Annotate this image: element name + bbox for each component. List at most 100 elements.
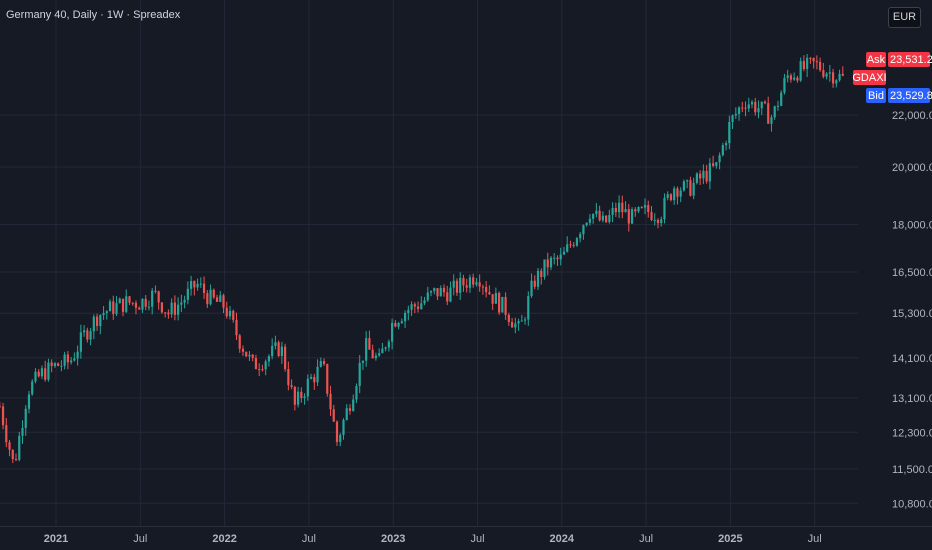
candle-body xyxy=(488,292,491,295)
candle-body xyxy=(459,277,462,293)
candle-body xyxy=(5,425,8,443)
candle-body xyxy=(381,348,384,354)
candle-body xyxy=(309,376,313,379)
candle-body xyxy=(540,270,543,277)
x-tick-label: 2024 xyxy=(550,533,575,545)
candle-body xyxy=(44,368,47,380)
y-tick-label: 12,300.0 xyxy=(892,427,932,439)
candle-body xyxy=(384,347,387,349)
candle-body xyxy=(465,285,468,288)
candle-body xyxy=(144,298,147,307)
candle-body xyxy=(835,80,838,84)
candle-body xyxy=(102,313,105,316)
candle-body xyxy=(838,73,841,81)
candle-body xyxy=(66,354,69,363)
candle-body xyxy=(472,277,475,285)
candle-body xyxy=(326,364,329,394)
candle-body xyxy=(394,322,397,327)
candle-body xyxy=(332,409,335,422)
candle-body xyxy=(92,316,95,332)
symbol-tag: GDAXI xyxy=(852,72,886,84)
candle-body xyxy=(517,321,520,324)
candle-body xyxy=(121,298,125,312)
candle-body xyxy=(199,283,202,285)
candle-body xyxy=(543,259,546,277)
candle-body xyxy=(258,369,261,371)
candle-body xyxy=(290,385,293,387)
candle-body xyxy=(254,357,258,370)
candle-body xyxy=(510,321,514,328)
candle-body xyxy=(686,180,689,182)
candle-body xyxy=(757,108,760,113)
candle-body xyxy=(595,210,598,214)
candle-body xyxy=(481,286,485,288)
candle-body xyxy=(721,145,724,156)
candle-body xyxy=(507,314,510,322)
candle-body xyxy=(815,61,818,63)
candle-body xyxy=(501,296,504,313)
candle-body xyxy=(737,107,741,114)
candle-body xyxy=(608,215,611,223)
candle-body xyxy=(70,360,73,363)
candle-body xyxy=(689,180,692,196)
candle-body xyxy=(783,77,786,93)
candle-body xyxy=(533,280,536,287)
y-tick-label: 10,800.0 xyxy=(892,498,932,510)
y-tick-label: 20,000.0 xyxy=(892,162,932,174)
candle-body xyxy=(173,302,176,315)
candle-body xyxy=(679,190,682,197)
candle-body xyxy=(436,288,439,297)
candle-body xyxy=(105,311,108,314)
candle-body xyxy=(141,298,144,310)
candle-body xyxy=(112,301,115,315)
candle-body xyxy=(828,72,831,74)
candle-body xyxy=(663,197,666,220)
candle-body xyxy=(8,442,11,450)
candle-body xyxy=(559,254,562,260)
candle-body xyxy=(802,61,805,69)
candles xyxy=(0,54,844,464)
candle-body xyxy=(763,101,767,104)
candle-body xyxy=(705,170,708,182)
candle-body xyxy=(206,293,209,305)
candle-body xyxy=(449,287,452,302)
chart-title: Germany 40, Daily · 1W · Spreadex xyxy=(6,9,181,21)
candle-body xyxy=(624,209,627,213)
candle-body xyxy=(579,234,582,239)
candle-body xyxy=(776,105,780,107)
candle-body xyxy=(423,300,426,304)
candle-body xyxy=(682,181,686,191)
candle-body xyxy=(695,173,698,183)
candle-body xyxy=(621,202,624,213)
candle-body xyxy=(588,218,591,223)
candle-body xyxy=(767,103,770,124)
candle-body xyxy=(371,349,374,359)
candle-body xyxy=(812,57,815,62)
candle-body xyxy=(134,302,138,308)
candle-body xyxy=(186,288,189,300)
candle-body xyxy=(442,287,446,293)
bid-price-tag xyxy=(888,88,930,103)
candle-body xyxy=(73,358,76,361)
candle-body xyxy=(245,351,248,357)
candle-body xyxy=(21,427,24,436)
candle-body xyxy=(553,257,556,259)
currency-button[interactable]: EUR xyxy=(888,7,921,28)
price-axis[interactable]: 10,800.0 11,500.0 12,300.0 13,100.0 14,100.0… xyxy=(892,110,932,510)
y-tick-label: 15,300.0 xyxy=(892,308,932,320)
price-tags: Ask 23,531.2 GDAXI Bid 23,529.8 xyxy=(852,52,932,103)
x-tick-label: 2023 xyxy=(381,533,405,545)
candle-body xyxy=(329,393,332,410)
candle-body xyxy=(164,312,167,314)
time-axis[interactable]: 2021 Jul 2022 Jul 2023 Jul 2024 Jul 2025 Jul xyxy=(44,533,822,545)
candle-body xyxy=(773,106,776,118)
candle-body xyxy=(238,335,241,349)
candle-body xyxy=(530,280,533,297)
candle-body xyxy=(63,354,66,366)
candle-body xyxy=(86,330,89,340)
candle-body xyxy=(750,101,754,105)
candle-body xyxy=(391,322,394,342)
candle-body xyxy=(407,309,410,313)
candle-body xyxy=(462,277,465,286)
